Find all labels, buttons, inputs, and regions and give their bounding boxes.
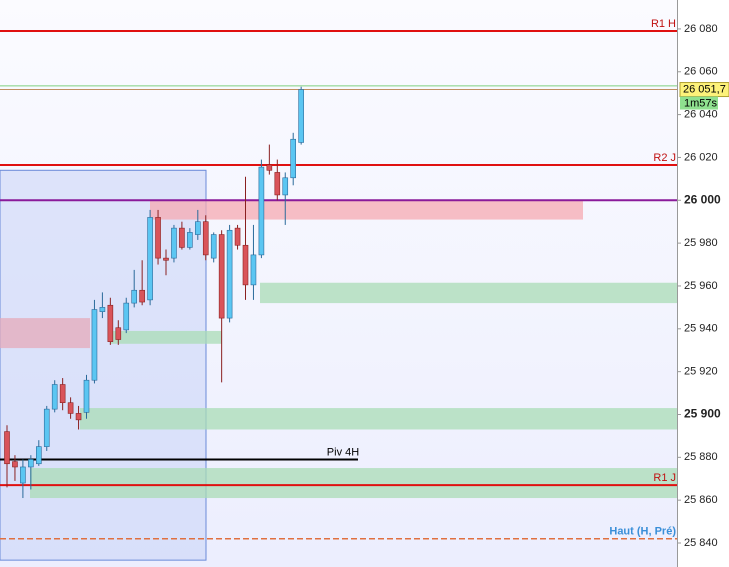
candle-body <box>35 446 42 465</box>
candle-body <box>258 166 265 256</box>
price-label: 26 051,7 <box>683 83 726 95</box>
candle-body <box>28 459 34 468</box>
y-tick-label: 26 020 <box>684 151 718 163</box>
candle-body <box>4 431 10 465</box>
y-tick-label: 25 840 <box>684 537 718 549</box>
candle-body <box>195 221 201 235</box>
y-tick-label: 26 060 <box>684 66 718 78</box>
zone <box>260 282 677 304</box>
candle-body <box>226 229 233 319</box>
candle-body <box>67 402 74 414</box>
zone <box>150 200 583 220</box>
y-tick-label: 25 940 <box>684 323 718 335</box>
candle-body <box>139 289 145 303</box>
level-label: R1 H <box>651 18 676 30</box>
timer-tag <box>680 96 718 110</box>
candle-body <box>171 227 177 259</box>
candle-body <box>99 307 106 312</box>
candle-body <box>274 172 281 196</box>
level-label: Piv 4H <box>327 446 359 458</box>
candle-body <box>282 177 289 196</box>
candle-body <box>179 227 185 248</box>
y-tick-label: 25 920 <box>684 366 718 378</box>
level-label: Haut (H, Pré) <box>609 526 676 538</box>
candle-body <box>75 413 82 421</box>
candle-body <box>107 304 114 342</box>
candle-body <box>155 217 161 259</box>
zone <box>80 408 677 430</box>
candle-body <box>250 254 257 286</box>
zone <box>30 468 677 499</box>
candle-body <box>187 232 193 248</box>
candle-body <box>59 384 66 404</box>
candle-body <box>210 234 217 259</box>
timer-label: 1m57s <box>684 97 718 109</box>
candle-body <box>147 217 153 301</box>
candle-body <box>218 234 225 319</box>
y-tick-label: 25 960 <box>684 280 718 292</box>
candle-body <box>20 466 26 484</box>
candle-body <box>83 379 90 413</box>
level-label: R2 J <box>653 152 676 164</box>
y-tick-label: 26 000 <box>684 192 721 206</box>
candle-body <box>202 221 209 256</box>
y-tick-label: 26 080 <box>684 23 718 35</box>
candle-body <box>234 227 241 246</box>
candle-body <box>91 309 98 381</box>
level-label: R1 J <box>653 472 676 484</box>
candle-body <box>163 257 169 261</box>
candle-body <box>131 289 137 304</box>
zone <box>110 330 222 344</box>
candle-body <box>298 89 304 143</box>
candle-body <box>266 164 273 171</box>
zone <box>0 318 90 349</box>
candle-body <box>242 244 249 286</box>
y-tick-label: 25 900 <box>684 407 721 421</box>
candle-body <box>12 461 18 468</box>
candle-body <box>51 384 58 410</box>
candle-body <box>290 138 297 179</box>
candle-body <box>43 408 50 447</box>
y-tick-label: 25 980 <box>684 237 718 249</box>
y-tick-label: 25 880 <box>684 451 718 463</box>
y-tick-label: 25 860 <box>684 494 718 506</box>
candle-body <box>115 327 122 340</box>
candle-body <box>123 302 130 331</box>
y-tick-label: 26 040 <box>684 109 718 121</box>
